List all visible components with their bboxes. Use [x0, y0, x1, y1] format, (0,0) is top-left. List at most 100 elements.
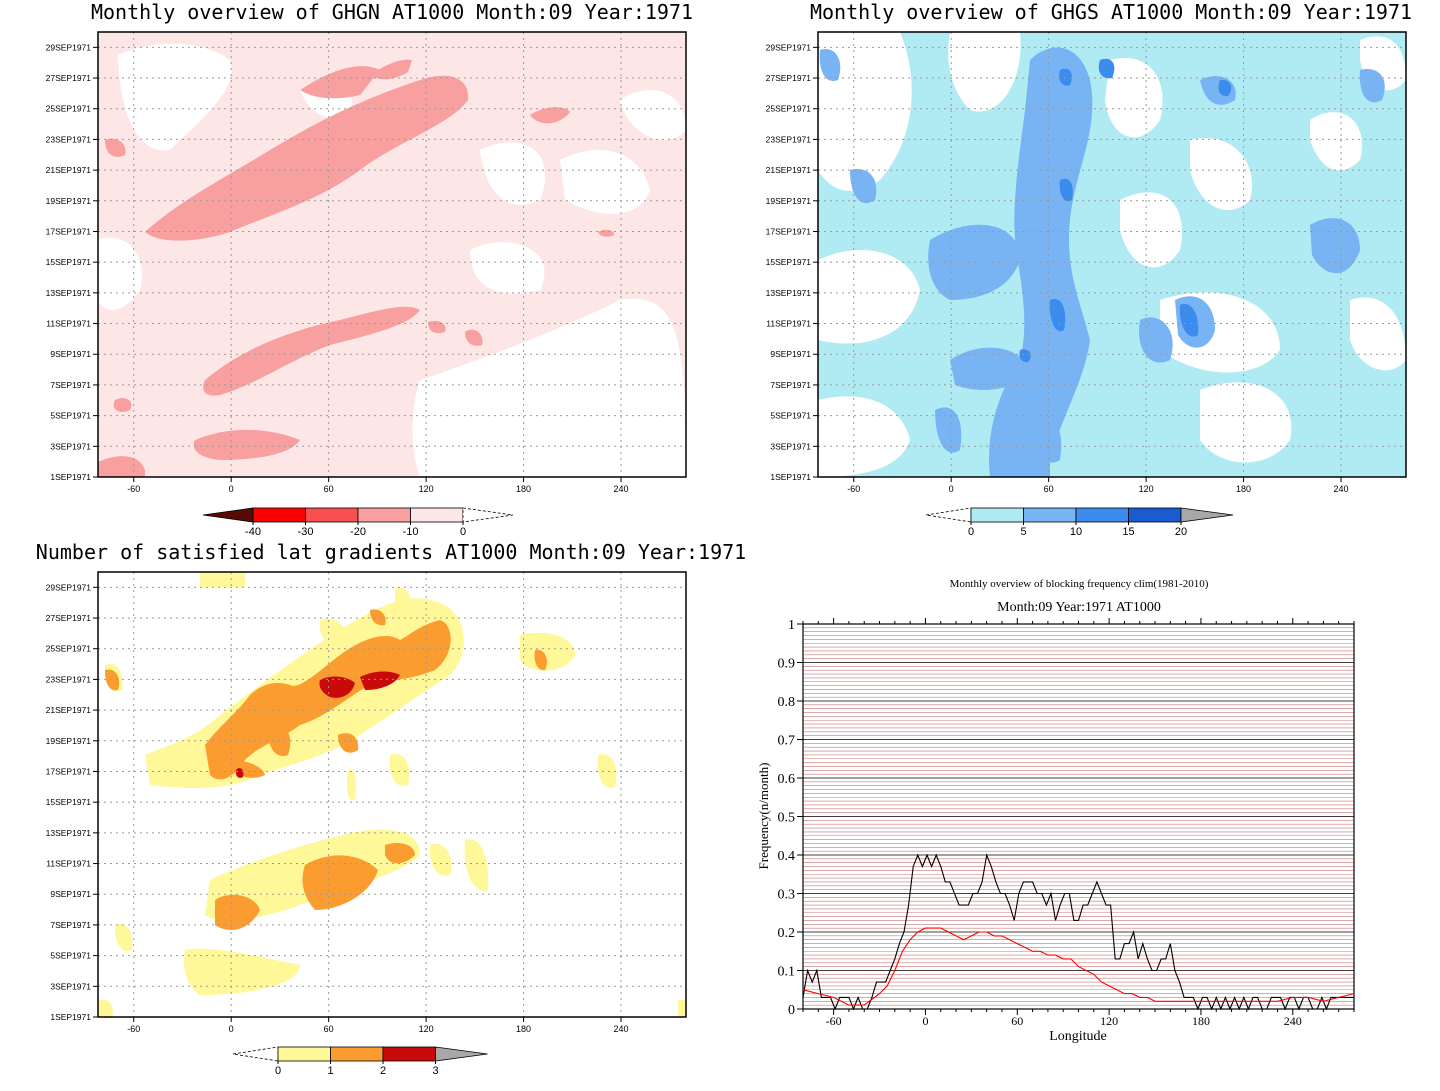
y-tick-label: 27SEP1971: [766, 73, 812, 83]
x-tick-label: 0: [922, 1014, 928, 1028]
x-tick-label: 120: [419, 484, 434, 494]
freq-title: Monthly overview of blocking frequency c…: [950, 578, 1209, 590]
ghgn-positive-regions: [98, 43, 686, 477]
y-tick-label: 27SEP1971: [46, 613, 92, 623]
x-tick-label: 120: [419, 1024, 434, 1034]
x-tick-label: 60: [1044, 484, 1054, 494]
y-tick-label: 23SEP1971: [46, 674, 92, 684]
ghgs-colorbar: 0 5 10 15 20: [925, 507, 1234, 538]
x-tick-label: -60: [847, 484, 860, 494]
y-tick-label: 9SEP1971: [770, 349, 811, 359]
y-tick-label: 7SEP1971: [50, 380, 91, 390]
x-tick-label: 180: [516, 1024, 531, 1034]
x-tick-label: 0: [229, 484, 234, 494]
y-tick-label: 5SEP1971: [50, 951, 91, 961]
colorbar-label: 0: [460, 526, 466, 538]
y-tick-label: 3SEP1971: [50, 441, 91, 451]
ghgs-plot-frame: [817, 31, 1407, 478]
x-tick-label: 180: [516, 484, 531, 494]
x-tick-label: 60: [1011, 1014, 1023, 1028]
colorbar-label: -40: [245, 526, 261, 538]
colorbar-arrow-right: [462, 507, 514, 523]
x-tick-label: 120: [1139, 484, 1154, 494]
y-tick-label: 15SEP1971: [46, 257, 92, 267]
ghgs-high-regions: [1019, 58, 1232, 363]
x-tick-label: 240: [614, 484, 629, 494]
y-tick-label: 29SEP1971: [766, 42, 812, 52]
y-tick-label: 29SEP1971: [46, 42, 92, 52]
y-tick-label: 17SEP1971: [46, 226, 92, 236]
y-tick-label: 19SEP1971: [46, 196, 92, 206]
y-tick-label: 25SEP1971: [766, 104, 812, 114]
y-tick-label: 29SEP1971: [46, 582, 92, 592]
ghgs-chart: -60 0 60 120 180 240 1SEP1971 3SEP1971 5SEP1971 7…: [766, 31, 1407, 538]
y-tick-label: 7SEP1971: [770, 380, 811, 390]
y-tick-label: 17SEP1971: [766, 226, 812, 236]
y-tick-label: 25SEP1971: [46, 104, 92, 114]
x-tick-label: 180: [1236, 484, 1251, 494]
colorbar-segment: [970, 507, 1024, 523]
y-tick-label: 0.1: [778, 965, 796, 980]
y-tick-label: 11SEP1971: [766, 319, 811, 329]
colorbar-arrow-left: [202, 507, 254, 523]
x-tick-label: 60: [324, 1024, 334, 1034]
colorbar-label: 0: [968, 526, 974, 538]
colorbar-label: 0: [275, 1065, 281, 1077]
y-tick-label: 13SEP1971: [46, 828, 92, 838]
colorbar-segment: [357, 507, 411, 523]
y-tick-label: 21SEP1971: [46, 705, 92, 715]
grad-title: Number of satisfied lat gradients AT1000…: [35, 540, 747, 564]
y-tick-label: 1SEP1971: [50, 1012, 91, 1022]
colorbar-segment: [1128, 507, 1182, 523]
colorbar-label: -10: [403, 526, 419, 538]
colorbar-arrow-left: [232, 1046, 279, 1062]
x-tick-label: -60: [127, 484, 140, 494]
y-tick-label: 0.4: [778, 849, 796, 864]
colorbar-segment: [1075, 507, 1129, 523]
y-tick-label: 27SEP1971: [46, 73, 92, 83]
ghgn-chart: -60 0 60 120 180 240 1SEP1971 3SEP1971 5SEP1971 7…: [46, 31, 687, 538]
y-tick-label: 11SEP1971: [46, 319, 91, 329]
y-tick-label: 0: [788, 1003, 795, 1018]
y-tick-label: 11SEP1971: [46, 859, 91, 869]
x-tick-label: -60: [826, 1014, 842, 1028]
x-tick-label: 0: [949, 484, 954, 494]
colorbar-label: 3: [432, 1065, 438, 1077]
colorbar-segment: [252, 507, 306, 523]
y-tick-label: 5SEP1971: [770, 411, 811, 421]
x-tick-label: 0: [229, 1024, 234, 1034]
colorbar-segment: [410, 507, 464, 523]
y-tick-label: 21SEP1971: [46, 165, 92, 175]
freq-chart: Monthly overview of blocking frequency c…: [756, 578, 1355, 1044]
colorbar-label: 2: [380, 1065, 386, 1077]
series-line-black: [802, 852, 1354, 1011]
x-tick-label: 240: [1284, 1014, 1302, 1028]
ghgn-colorbar: -40 -30 -20 -10 0: [202, 507, 514, 538]
ghgn-plot-frame: [97, 31, 687, 478]
y-tick-label: 15SEP1971: [46, 797, 92, 807]
y-tick-label: 9SEP1971: [50, 349, 91, 359]
y-tick-label: 0.8: [778, 695, 796, 710]
freq-subtitle: Month:09 Year:1971 AT1000: [997, 600, 1161, 615]
y-tick-label: 1: [788, 618, 795, 633]
series-line-red: [802, 927, 1355, 1006]
colorbar-label: 15: [1122, 526, 1134, 538]
y-tick-label: 13SEP1971: [46, 288, 92, 298]
y-tick-label: 15SEP1971: [766, 257, 812, 267]
colorbar-label: 5: [1020, 526, 1026, 538]
y-tick-label: 19SEP1971: [766, 196, 812, 206]
ghgn-title: Monthly overview of GHGN AT1000 Month:09…: [90, 0, 694, 24]
y-tick-label: 25SEP1971: [46, 644, 92, 654]
y-tick-label: 23SEP1971: [766, 134, 812, 144]
colorbar-segment: [382, 1046, 436, 1062]
freq-ylabel: Frequency(n/month): [756, 763, 771, 870]
y-tick-label: 19SEP1971: [46, 736, 92, 746]
colorbar-arrow-right: [1180, 507, 1234, 523]
x-tick-label: 180: [1192, 1014, 1210, 1028]
grad-plot-frame: [97, 571, 687, 1018]
colorbar-segment: [1023, 507, 1077, 523]
ghgn-negative-regions: [98, 59, 615, 477]
colorbar-segment: [330, 1046, 384, 1062]
y-tick-label: 13SEP1971: [766, 288, 812, 298]
colorbar-arrow-right: [435, 1046, 488, 1062]
